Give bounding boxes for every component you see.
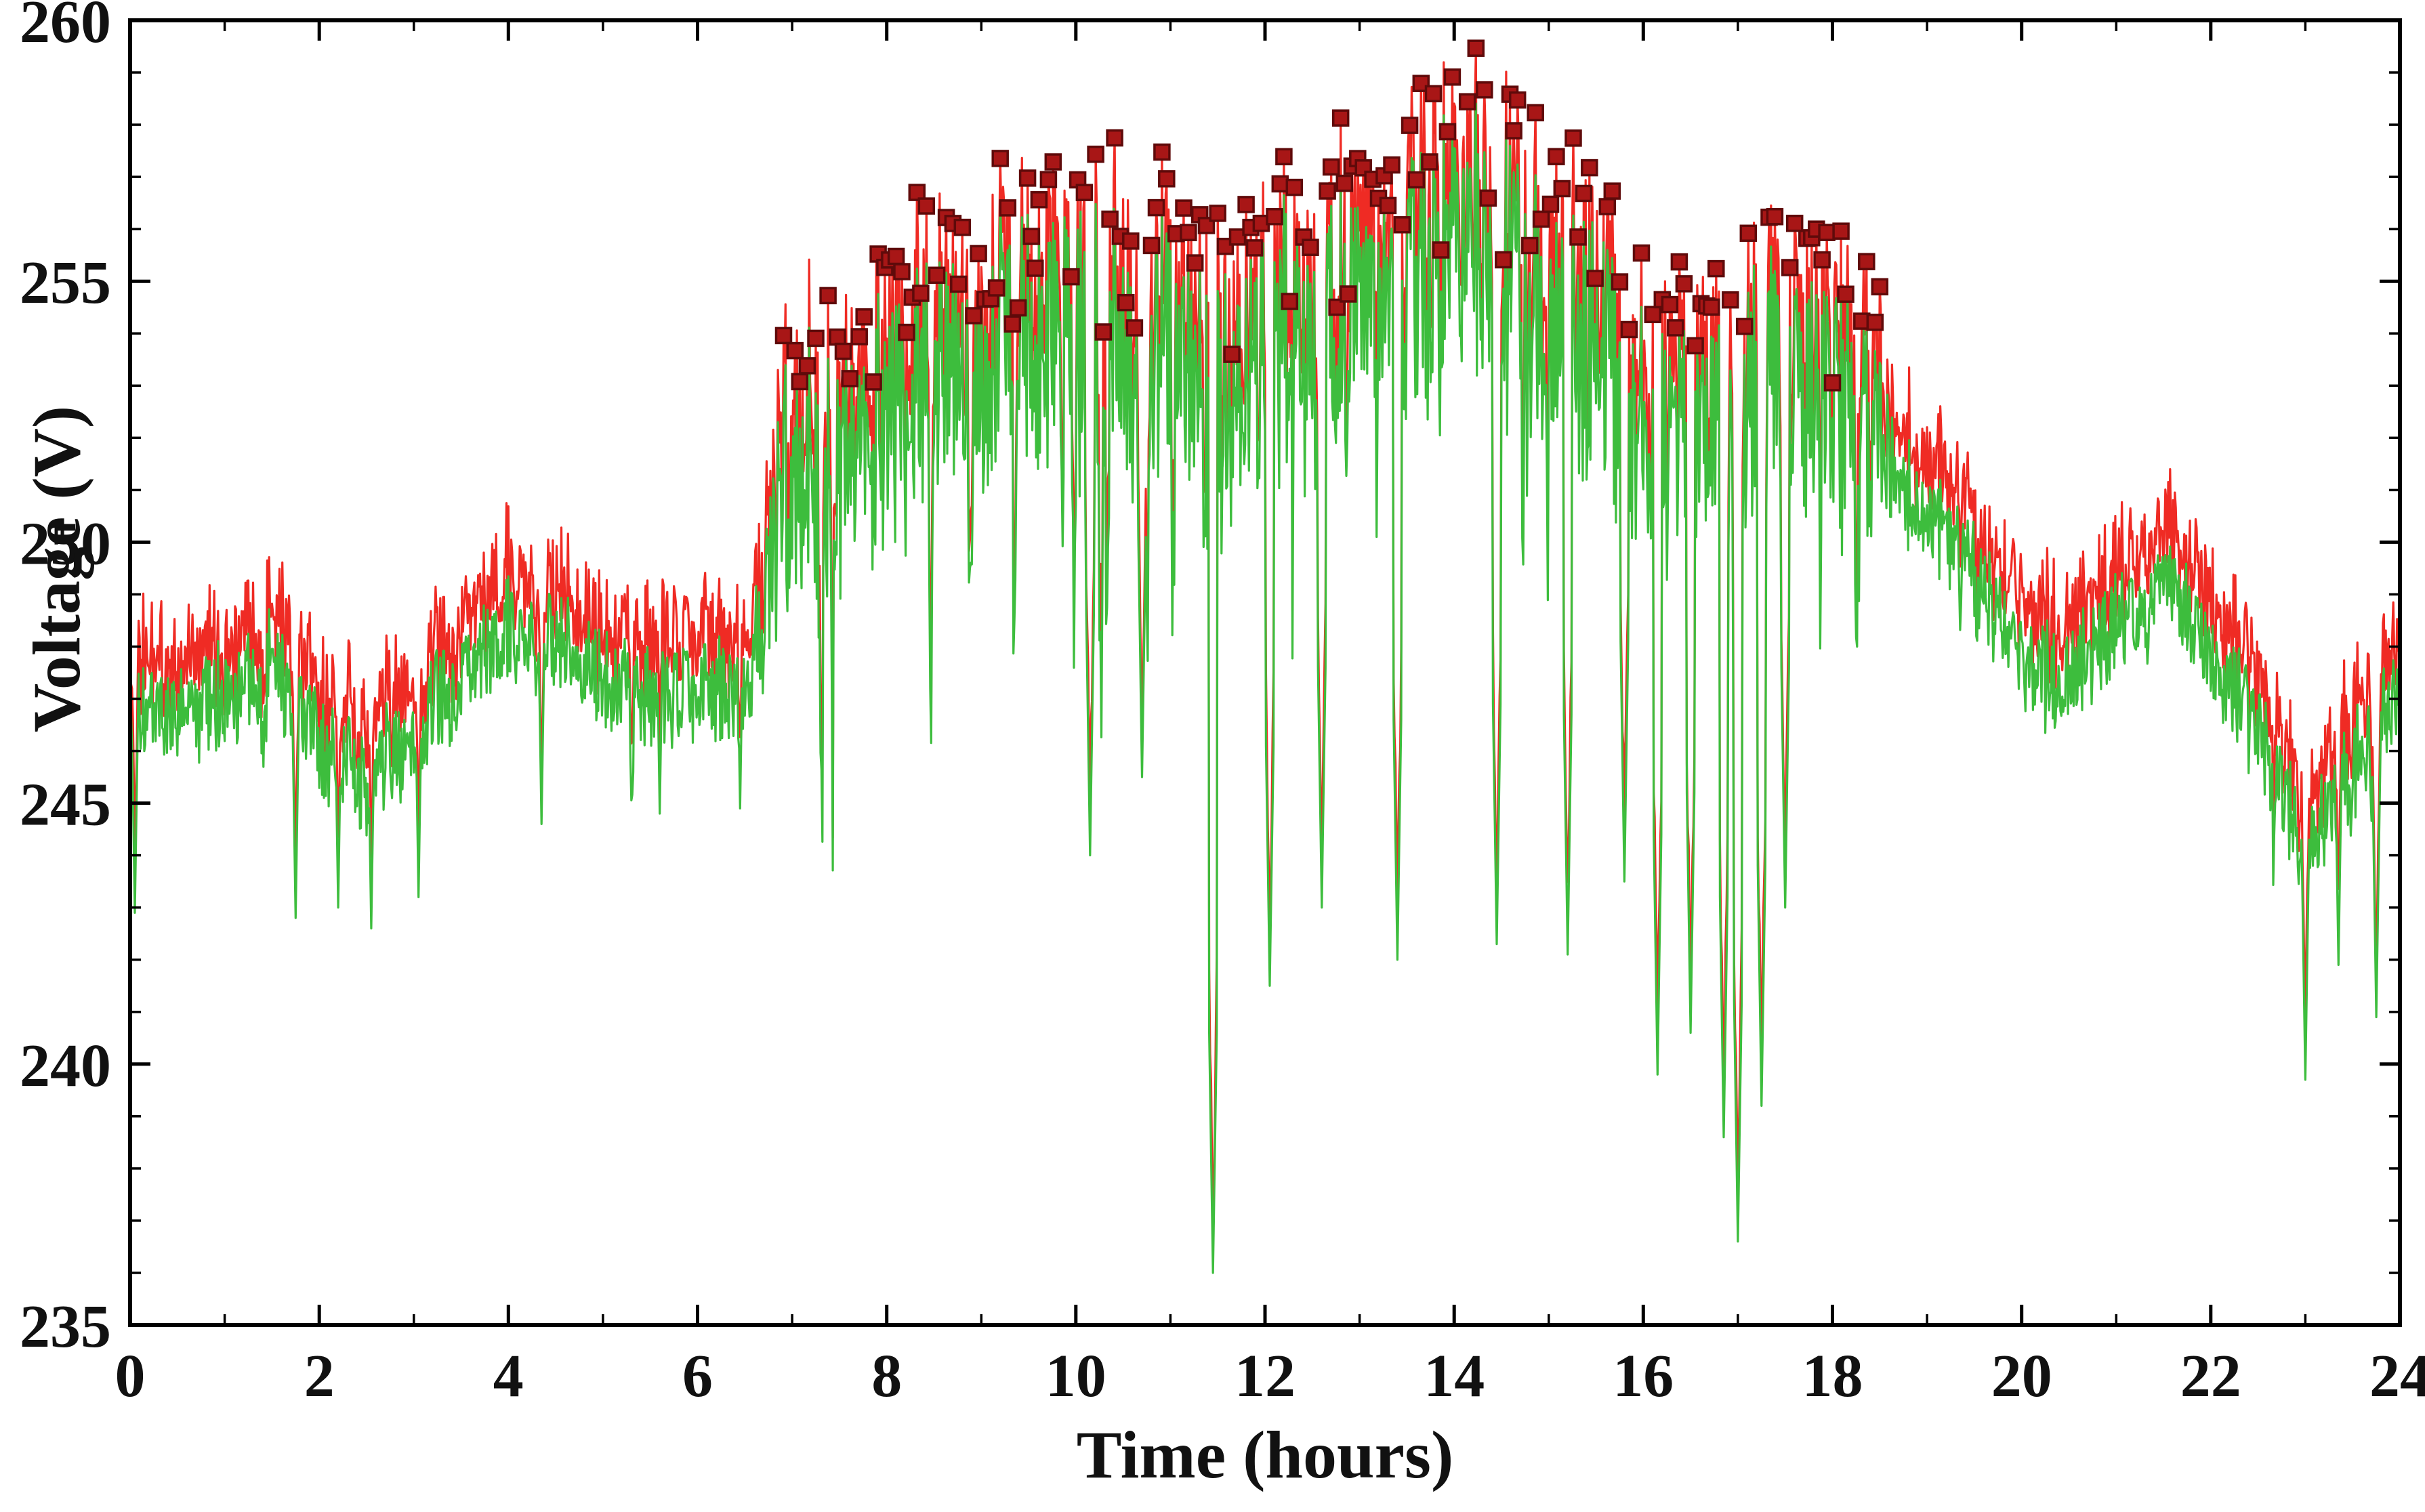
svg-text:8: 8 [871, 1343, 902, 1410]
svg-text:6: 6 [682, 1343, 713, 1410]
series-voltage [130, 102, 2400, 1274]
svg-text:240: 240 [20, 1032, 111, 1099]
y-axis-label: Voltage (V) [19, 405, 94, 733]
svg-text:12: 12 [1235, 1343, 1296, 1410]
svg-text:4: 4 [493, 1343, 524, 1410]
svg-text:18: 18 [1802, 1343, 1863, 1410]
svg-text:24: 24 [2369, 1343, 2425, 1410]
svg-text:235: 235 [20, 1293, 111, 1360]
svg-text:2: 2 [304, 1343, 335, 1410]
svg-text:16: 16 [1613, 1343, 1674, 1410]
svg-text:260: 260 [20, 0, 111, 56]
svg-text:14: 14 [1424, 1343, 1485, 1410]
x-tick-labels: 0 2 4 6 8 10 12 14 16 18 20 22 24 [115, 1343, 2425, 1410]
svg-text:245: 245 [20, 772, 111, 839]
y-tick-labels: 235 240 245 250 255 260 [20, 0, 111, 1360]
svg-text:22: 22 [2180, 1343, 2241, 1410]
svg-text:20: 20 [1991, 1343, 2052, 1410]
series-upper-envelope [130, 47, 2400, 1230]
svg-text:255: 255 [20, 249, 111, 316]
series-peak-markers [774, 39, 1889, 392]
svg-text:250: 250 [20, 510, 111, 577]
svg-text:10: 10 [1045, 1343, 1106, 1410]
svg-text:0: 0 [115, 1343, 146, 1410]
x-axis-label: Time (hours) [1076, 1417, 1454, 1492]
plot-frame [128, 18, 2402, 1327]
